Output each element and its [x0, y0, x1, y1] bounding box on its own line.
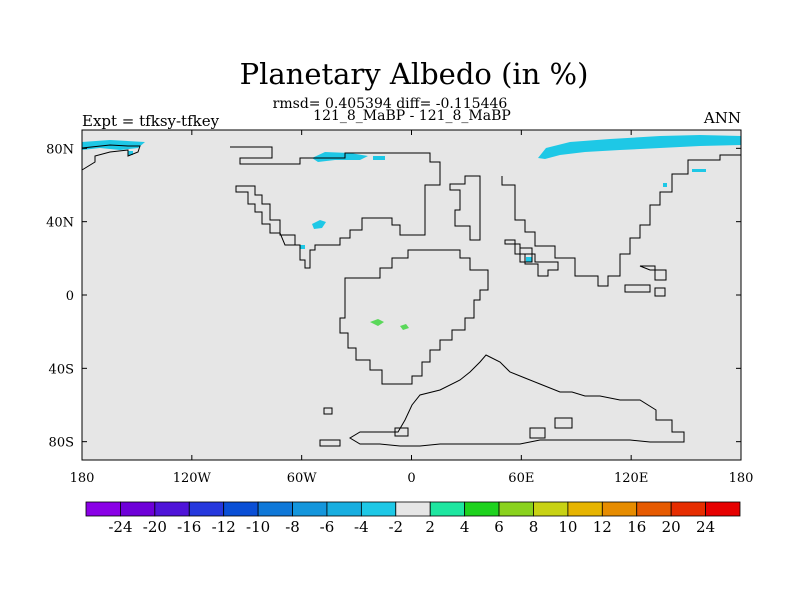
- y-tick-label: 80S: [49, 436, 74, 451]
- case-line: 121_8_MaBP - 121_8_MaBP: [313, 108, 511, 124]
- colorbar-swatch: [360, 501, 397, 517]
- colorbar-label: 24: [696, 518, 715, 536]
- colorbar-label: -24: [108, 518, 132, 536]
- x-axis-ticks: 180 120W 60W 0 60E 120E 180: [70, 130, 754, 486]
- colorbar-swatch: [154, 501, 190, 517]
- colorbar-label: 2: [425, 518, 435, 536]
- colorbar: -24 -20 -16 -12 -10 -8 -6 -4 -2 2 4 6 8 10 12 16 20 24: [85, 501, 741, 536]
- x-tick-label: 60E: [508, 471, 534, 486]
- colorbar-swatch: [705, 501, 741, 517]
- y-tick-label: 80N: [46, 142, 74, 157]
- stats-line: rmsd= 0.405394 diff= -0.115446: [273, 96, 508, 112]
- x-tick-label: 120W: [173, 471, 212, 486]
- season-label: ANN: [703, 109, 741, 127]
- cyan-patch-small-3: [300, 245, 305, 249]
- green-patch-1: [370, 319, 384, 326]
- colorbar-label: 16: [627, 518, 646, 536]
- colorbar-label: -12: [212, 518, 236, 536]
- colorbar-swatch: [601, 501, 638, 517]
- anomaly-patches: [82, 135, 741, 330]
- colorbar-swatch: [223, 501, 259, 517]
- x-tick-label: 180: [729, 471, 754, 486]
- colorbar-swatch: [636, 501, 672, 517]
- cyan-patch-small-2: [128, 151, 133, 155]
- colorbar-swatch: [188, 501, 225, 517]
- y-tick-label: 40N: [46, 216, 74, 231]
- y-tick-label: 0: [66, 289, 74, 304]
- cyan-patch-small-6: [663, 183, 667, 187]
- colorbar-swatch: [120, 501, 156, 517]
- cyan-patch-greenland: [312, 152, 368, 162]
- colorbar-swatch: [257, 501, 293, 517]
- x-tick-label: 60W: [287, 471, 318, 486]
- continent-outlines: [81, 144, 741, 447]
- colorbar-swatch: [567, 501, 603, 517]
- colorbar-label: 20: [662, 518, 681, 536]
- colorbar-label: -20: [143, 518, 167, 536]
- map-background: [82, 130, 741, 460]
- x-tick-label: 120E: [614, 471, 648, 486]
- colorbar-swatch: [533, 501, 569, 517]
- map-panel: 180 120W 60W 0 60E 120E 180 80N 40N 0 40S 80S: [46, 129, 754, 486]
- cyan-patch-small-5: [692, 169, 706, 172]
- colorbar-label: -4: [354, 518, 369, 536]
- colorbar-label: 4: [460, 518, 470, 536]
- colorbar-label: -2: [388, 518, 403, 536]
- colorbar-swatch: [429, 501, 466, 517]
- colorbar-swatch: [464, 501, 500, 517]
- cyan-patch-small-4: [526, 257, 532, 262]
- colorbar-label: -6: [320, 518, 335, 536]
- colorbar-swatch: [326, 501, 362, 517]
- colorbar-label: 8: [529, 518, 539, 536]
- colorbar-label: 12: [593, 518, 612, 536]
- colorbar-label: 6: [494, 518, 504, 536]
- green-patch-2: [400, 324, 409, 330]
- cyan-patch-atlantic: [312, 220, 326, 229]
- colorbar-label: -16: [177, 518, 201, 536]
- colorbar-label: 10: [558, 518, 577, 536]
- colorbar-swatch: [670, 501, 706, 517]
- figure-title: Planetary Albedo (in %): [240, 57, 589, 91]
- colorbar-swatch: [292, 501, 328, 517]
- y-tick-label: 40S: [49, 362, 74, 377]
- colorbar-label: -10: [246, 518, 270, 536]
- x-tick-label: 0: [407, 471, 415, 486]
- experiment-label: Expt = tfksy-tfkey: [82, 112, 220, 130]
- colorbar-swatch: [85, 501, 121, 517]
- colorbar-swatch: [498, 501, 534, 517]
- y-axis-ticks: 80N 40N 0 40S 80S: [46, 142, 741, 451]
- colorbar-swatch: [395, 501, 431, 517]
- cyan-patch-small-1: [373, 156, 385, 160]
- x-tick-label: 180: [70, 471, 95, 486]
- cyan-patch-arctic-east: [538, 135, 741, 159]
- colorbar-label: -8: [285, 518, 300, 536]
